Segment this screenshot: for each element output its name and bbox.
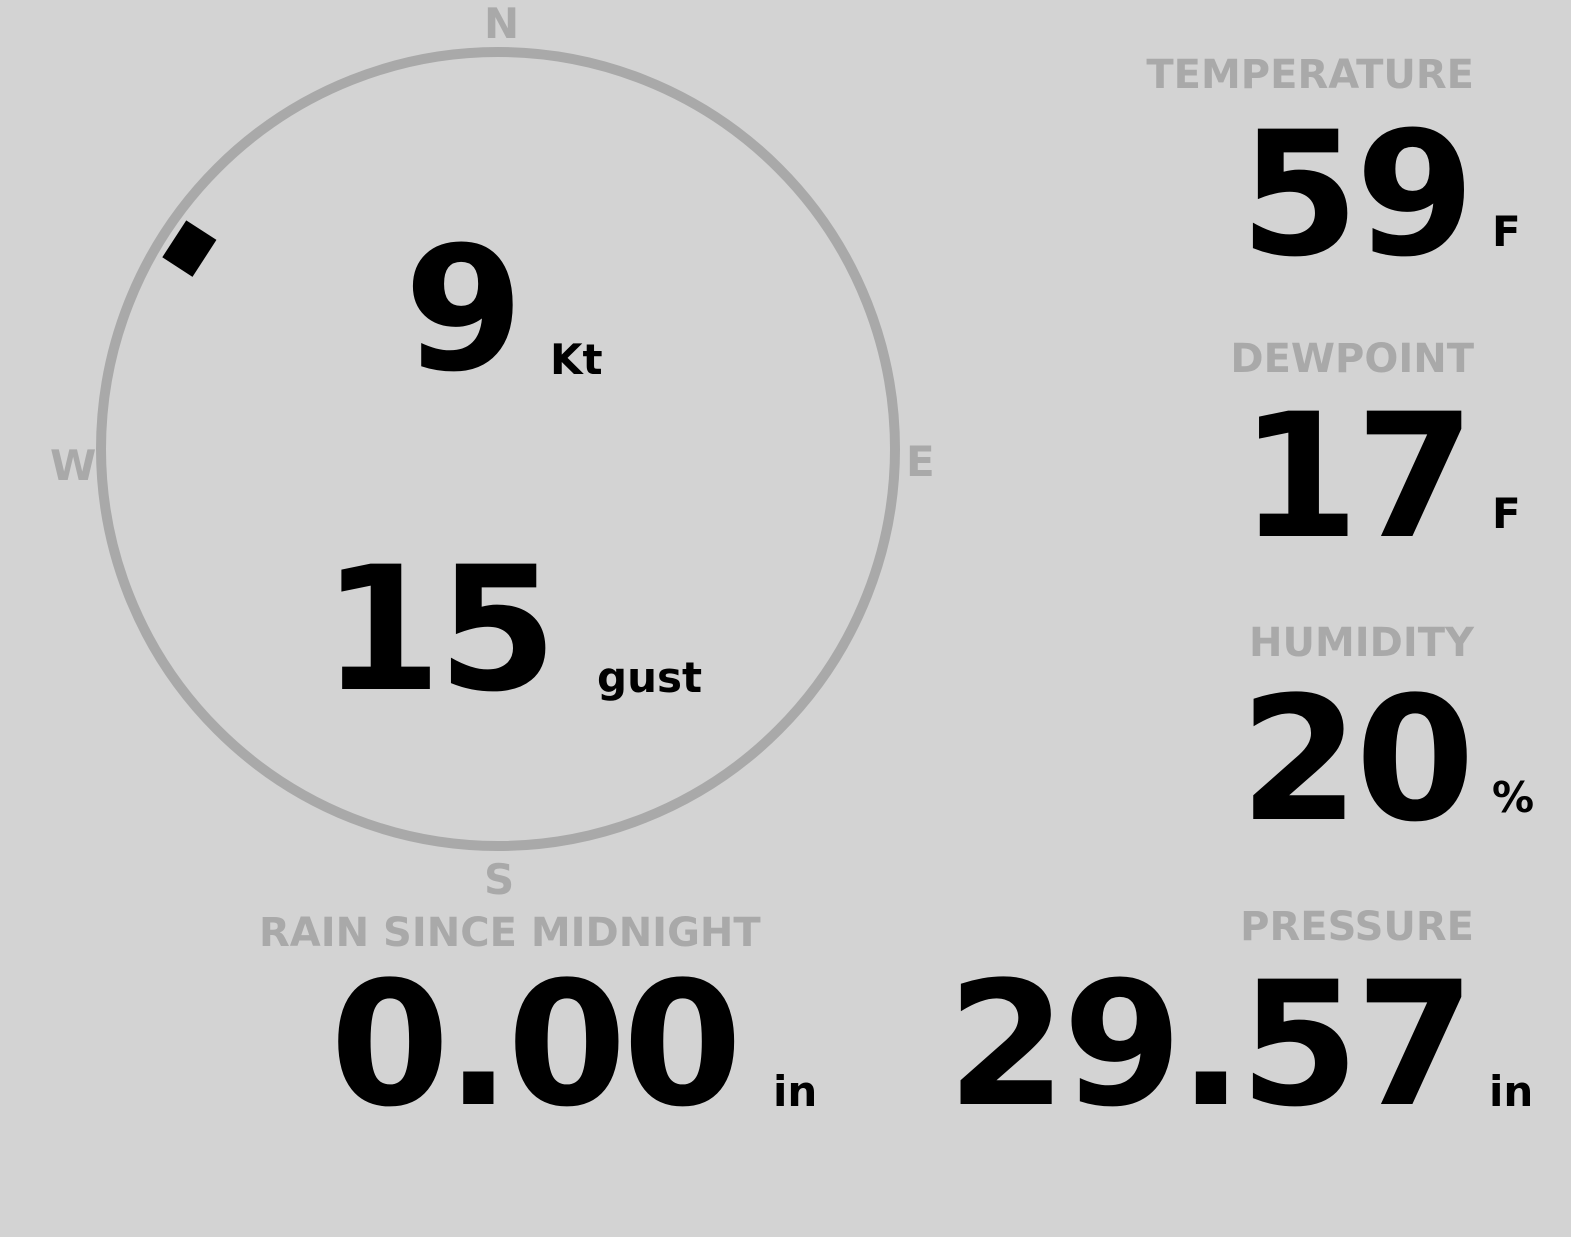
compass-south: S xyxy=(484,855,515,904)
rain-value: 0.00 xyxy=(330,944,742,1145)
wind-speed-value: 9 xyxy=(404,209,524,410)
pressure-unit: in xyxy=(1489,1067,1534,1116)
rain-unit: in xyxy=(773,1067,818,1116)
compass-ring xyxy=(96,47,900,851)
wind-speed-unit: Kt xyxy=(550,335,603,384)
dewpoint-value: 17 xyxy=(1239,376,1475,577)
humidity-label: HUMIDITY xyxy=(1249,620,1474,666)
dewpoint-label: DEWPOINT xyxy=(1230,336,1474,382)
dewpoint-unit: F xyxy=(1492,489,1521,538)
temperature-unit: F xyxy=(1492,207,1521,256)
rain-label: RAIN SINCE MIDNIGHT xyxy=(259,910,761,956)
pressure-label: PRESSURE xyxy=(1240,904,1474,950)
compass-north: N xyxy=(484,0,520,48)
compass-west: W xyxy=(50,441,97,490)
wind-gust-value: 15 xyxy=(322,529,557,730)
humidity-unit: % xyxy=(1492,773,1535,822)
temperature-value: 59 xyxy=(1239,94,1475,295)
wind-direction-marker xyxy=(162,220,217,277)
humidity-value: 20 xyxy=(1239,659,1475,860)
temperature-label: TEMPERATURE xyxy=(1146,52,1474,98)
wind-gust-unit: gust xyxy=(597,653,703,702)
compass-east: E xyxy=(906,437,935,486)
pressure-value: 29.57 xyxy=(946,944,1475,1145)
